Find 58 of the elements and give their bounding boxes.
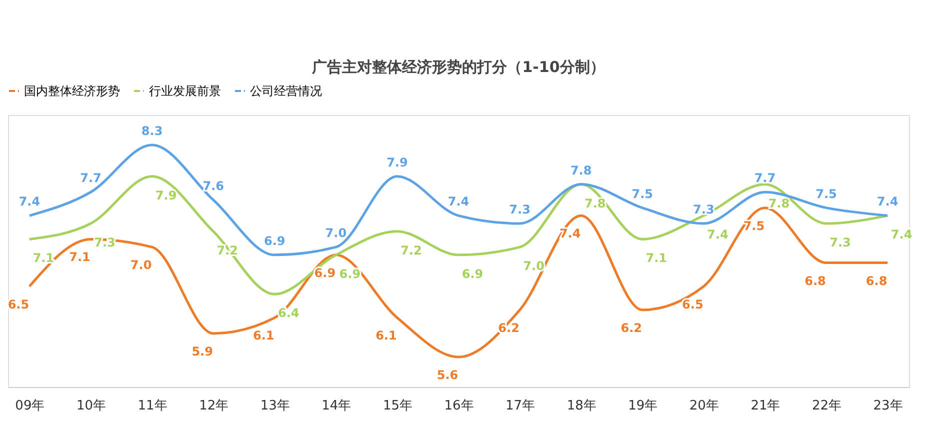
data-label: 7.9 <box>155 188 177 202</box>
legend-label: 国内整体经济形势 <box>24 84 120 98</box>
x-tick-label: 23年 <box>873 398 903 414</box>
data-label: 7.8 <box>768 196 790 210</box>
data-label: 6.8 <box>866 274 888 288</box>
data-label: 7.0 <box>325 226 347 240</box>
data-label: 7.1 <box>32 251 54 266</box>
x-tick-label: 19年 <box>628 398 658 414</box>
x-tick-label: 17年 <box>506 398 536 414</box>
data-label: 6.2 <box>620 320 642 335</box>
data-label: 6.9 <box>462 266 484 281</box>
data-label: 5.6 <box>436 368 458 382</box>
x-tick-label: 11年 <box>138 398 168 414</box>
data-label: 6.9 <box>339 266 361 281</box>
x-tick-label: 10年 <box>76 398 106 414</box>
data-label: 6.9 <box>264 234 286 248</box>
x-tick-label: 20年 <box>689 398 719 414</box>
data-label: 7.5 <box>743 218 765 233</box>
data-label: 7.4 <box>890 228 912 242</box>
data-label: 7.4 <box>876 194 898 209</box>
data-label: 7.5 <box>816 186 837 201</box>
data-label: 7.6 <box>202 178 224 193</box>
data-label: 7.4 <box>707 228 728 242</box>
data-label: 7.5 <box>632 186 654 201</box>
x-tick-label: 18年 <box>566 398 596 414</box>
data-label: 6.1 <box>252 328 274 343</box>
legend-label: 行业发展前景 <box>149 84 221 98</box>
data-label: 7.8 <box>570 163 592 178</box>
data-label: 7.9 <box>386 155 408 170</box>
x-tick-label: 14年 <box>322 398 352 414</box>
data-label: 7.3 <box>693 202 714 217</box>
chart-title: 广告主对整体经济形势的打分（1-10分制） <box>311 58 605 76</box>
data-label: 7.3 <box>509 202 530 217</box>
data-label: 7.4 <box>448 194 470 209</box>
data-label: 7.0 <box>523 259 544 274</box>
data-label: 7.7 <box>754 171 776 186</box>
x-tick-label: 12年 <box>199 398 229 414</box>
data-label: 7.4 <box>18 194 40 209</box>
x-tick-label: 21年 <box>750 398 780 414</box>
data-label: 7.1 <box>646 251 668 266</box>
data-label: 6.1 <box>376 328 397 343</box>
data-label: 7.2 <box>400 243 422 258</box>
data-label: 6.8 <box>804 274 826 288</box>
data-label: 5.9 <box>192 344 213 358</box>
data-label: 6.5 <box>8 297 30 312</box>
data-label: 7.1 <box>69 250 90 264</box>
x-tick-label: 13年 <box>260 398 290 414</box>
data-label: 7.7 <box>80 171 102 186</box>
x-tick-label: 09年 <box>15 398 45 414</box>
x-tick-label: 15年 <box>382 398 412 414</box>
data-label: 7.0 <box>130 258 152 272</box>
data-label: 8.3 <box>141 124 163 138</box>
data-label: 6.5 <box>682 297 704 312</box>
data-label: 6.9 <box>314 266 336 280</box>
data-label: 7.3 <box>830 236 851 250</box>
x-tick-label: 16年 <box>444 398 474 414</box>
legend-label: 公司经营情况 <box>250 84 322 98</box>
x-tick-label: 22年 <box>812 398 842 414</box>
